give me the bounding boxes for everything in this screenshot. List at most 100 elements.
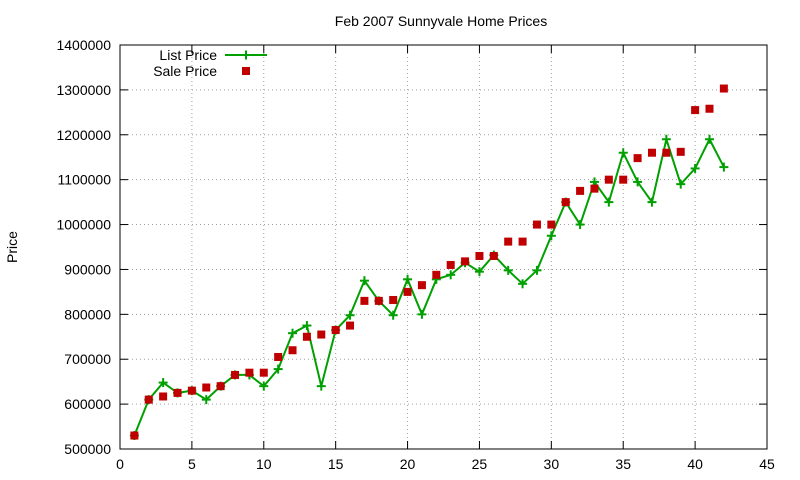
data-point-sale-price	[202, 383, 211, 392]
data-point-list-price	[518, 279, 528, 289]
data-point-sale-price	[187, 386, 196, 395]
data-point-list-price	[690, 163, 700, 173]
data-point-sale-price	[317, 330, 326, 339]
data-point-list-price	[532, 265, 542, 275]
legend: List Price Sale Price	[153, 47, 267, 79]
data-point-sale-price	[245, 368, 254, 377]
data-point-sale-price	[216, 382, 225, 391]
data-point-sale-price	[532, 220, 541, 229]
y-tick-label: 1200000	[56, 127, 111, 143]
data-point-sale-price	[475, 251, 484, 260]
data-point-sale-price	[518, 237, 527, 246]
data-point-sale-price	[346, 321, 355, 330]
data-point-sale-price	[259, 368, 268, 377]
plot-series	[129, 84, 729, 441]
y-tick-label: 1000000	[56, 217, 111, 233]
y-tick-label: 1400000	[56, 37, 111, 53]
data-point-sale-price	[705, 104, 714, 113]
data-point-sale-price	[676, 147, 685, 156]
data-point-list-price	[345, 310, 355, 320]
data-point-list-price	[359, 276, 369, 286]
x-tick-label: 40	[687, 456, 703, 472]
x-tick-label: 20	[400, 456, 416, 472]
data-point-list-price	[647, 197, 657, 207]
axis-ticks: 500000 600000 700000 800000 900000 1000000 110…	[56, 37, 775, 472]
y-tick-label: 900000	[64, 261, 111, 277]
data-point-sale-price	[144, 395, 153, 404]
data-point-list-price	[604, 197, 614, 207]
data-point-list-price	[302, 321, 312, 331]
data-point-sale-price	[331, 326, 340, 335]
data-point-sale-price	[590, 184, 599, 193]
data-point-list-price	[474, 267, 484, 277]
data-point-list-price	[661, 134, 671, 144]
series-line-list-price	[133, 135, 725, 436]
data-point-sale-price	[647, 148, 656, 157]
data-point-list-price	[575, 220, 585, 230]
legend-label-list-price: List Price	[159, 47, 217, 63]
data-point-sale-price	[302, 332, 311, 341]
data-point-list-price	[417, 309, 427, 319]
data-point-sale-price	[432, 270, 441, 279]
data-point-sale-price	[130, 431, 139, 440]
data-point-sale-price	[576, 186, 585, 195]
data-point-sale-price	[231, 370, 240, 379]
data-point-sale-price	[719, 84, 728, 93]
data-point-sale-price	[547, 220, 556, 229]
x-tick-label: 35	[615, 456, 631, 472]
data-point-list-price	[259, 381, 269, 391]
data-point-list-price	[719, 162, 729, 172]
data-point-list-price	[273, 364, 283, 374]
data-point-sale-price	[504, 237, 513, 246]
y-tick-label: 600000	[64, 396, 111, 412]
data-point-list-price	[618, 148, 628, 158]
data-point-list-price	[316, 381, 326, 391]
data-point-sale-price	[159, 392, 168, 401]
data-point-list-price	[546, 231, 556, 241]
x-tick-label: 5	[188, 456, 196, 472]
data-point-sale-price	[446, 260, 455, 269]
data-point-sale-price	[461, 257, 470, 266]
data-point-sale-price	[173, 388, 182, 397]
x-tick-label: 25	[472, 456, 488, 472]
data-point-list-price	[633, 177, 643, 187]
data-point-sale-price	[288, 346, 297, 355]
data-point-list-price	[704, 134, 714, 144]
data-point-sale-price	[604, 175, 613, 184]
data-point-sale-price	[633, 154, 642, 163]
y-tick-label: 700000	[64, 351, 111, 367]
legend-label-sale-price: Sale Price	[153, 63, 217, 79]
data-point-sale-price	[691, 106, 700, 115]
x-tick-label: 0	[116, 456, 124, 472]
chart-title: Feb 2007 Sunnyvale Home Prices	[335, 13, 547, 29]
data-point-list-price	[403, 274, 413, 284]
data-point-sale-price	[662, 148, 671, 157]
plot-frame	[119, 44, 768, 450]
y-axis-label: Price	[4, 231, 20, 263]
data-point-list-price	[158, 378, 168, 388]
data-point-sale-price	[417, 281, 426, 290]
data-point-sale-price	[489, 251, 498, 260]
data-point-sale-price	[389, 295, 398, 304]
data-point-list-price	[288, 328, 298, 338]
y-tick-label: 800000	[64, 306, 111, 322]
data-point-sale-price	[561, 198, 570, 207]
data-point-list-price	[446, 270, 456, 280]
y-tick-label: 1100000	[58, 172, 112, 188]
y-tick-label: 1300000	[56, 82, 111, 98]
data-point-list-price	[388, 310, 398, 320]
x-tick-label: 10	[256, 456, 272, 472]
data-point-list-price	[503, 265, 513, 275]
y-tick-label: 500000	[64, 441, 111, 457]
data-point-list-price	[201, 395, 211, 405]
x-tick-label: 30	[544, 456, 560, 472]
data-point-sale-price	[360, 296, 369, 305]
data-point-sale-price	[619, 175, 628, 184]
data-point-sale-price	[374, 296, 383, 305]
data-point-list-price	[676, 179, 686, 189]
x-tick-label: 45	[759, 456, 775, 472]
data-point-sale-price	[403, 287, 412, 296]
legend-marker-list-price	[241, 50, 251, 60]
data-point-sale-price	[274, 352, 283, 361]
